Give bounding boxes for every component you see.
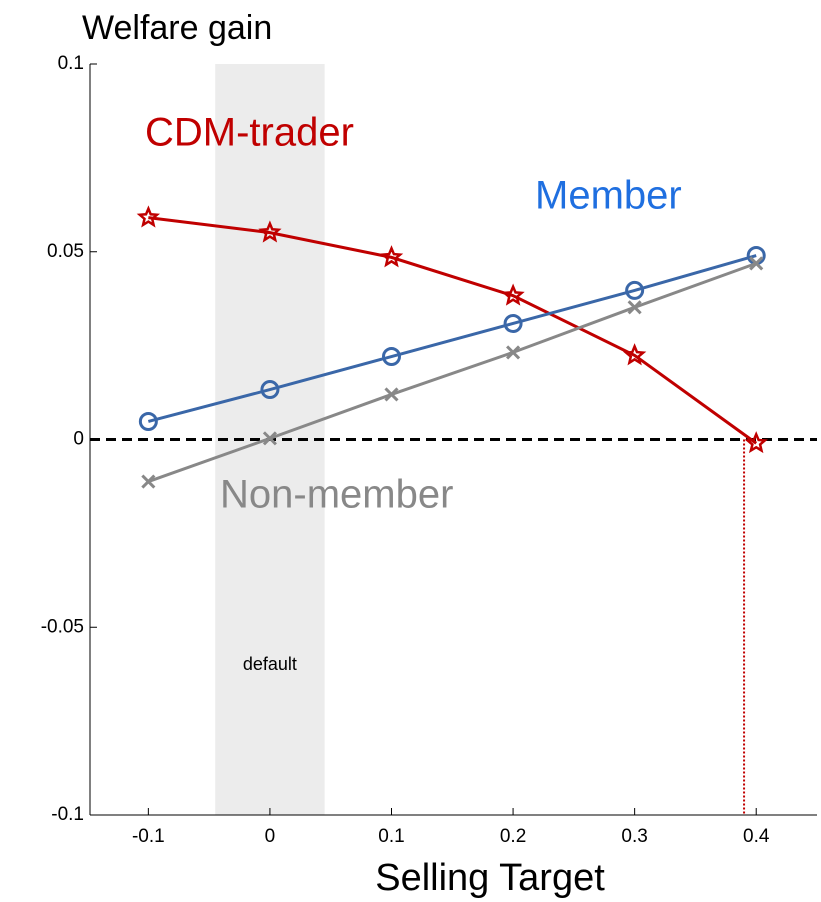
marker	[381, 347, 401, 367]
marker	[749, 256, 764, 271]
y-tick-label: -0.05	[41, 616, 84, 637]
marker	[506, 345, 521, 360]
series-label: Non-member	[220, 473, 453, 517]
marker	[625, 280, 645, 300]
series	[136, 205, 768, 454]
band-label: default	[243, 654, 297, 674]
series-line	[147, 254, 757, 423]
marker	[141, 474, 156, 489]
marker	[627, 300, 642, 315]
x-tick-label: 0.2	[500, 826, 526, 847]
marker	[258, 220, 282, 243]
y-tick-label: 0	[73, 429, 84, 450]
marker	[138, 411, 158, 431]
x-tick-label: 0.4	[743, 826, 770, 847]
x-tick-label: 0	[265, 826, 276, 847]
x-tick-label: 0.3	[621, 826, 647, 847]
marker	[136, 205, 161, 228]
chart-title: Welfare gain	[82, 9, 272, 47]
series-line	[147, 261, 757, 483]
x-tick-label: 0.1	[378, 826, 404, 847]
y-tick-label: 0.1	[58, 53, 84, 74]
marker	[622, 343, 647, 366]
x-axis-label: Selling Target	[375, 857, 605, 899]
marker	[379, 245, 404, 268]
marker	[503, 313, 523, 333]
y-tick-label: 0.05	[47, 241, 84, 262]
marker	[501, 283, 525, 306]
marker	[744, 431, 768, 454]
series-line	[148, 216, 758, 445]
marker	[260, 380, 280, 400]
marker	[262, 431, 277, 446]
marker	[384, 387, 399, 402]
series-label: Member	[535, 174, 682, 218]
marker	[746, 246, 766, 266]
series-label: CDM-trader	[145, 111, 354, 155]
x-tick-label: -0.1	[132, 826, 165, 847]
y-tick-label: -0.1	[51, 804, 84, 825]
series	[141, 256, 764, 489]
